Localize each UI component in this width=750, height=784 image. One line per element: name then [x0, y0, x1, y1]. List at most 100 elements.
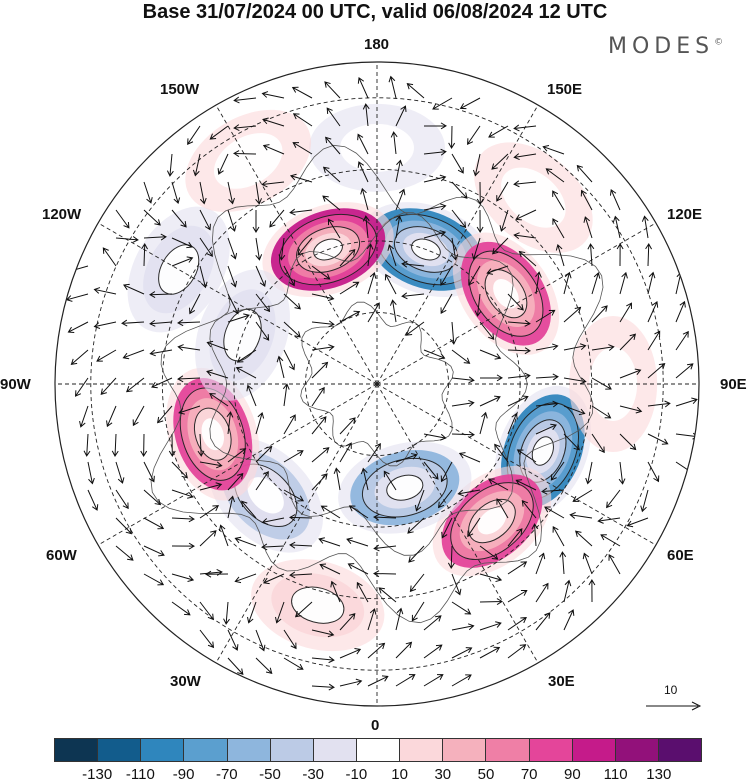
wind-arrow: [535, 343, 559, 351]
wind-arrow: [294, 601, 313, 618]
wind-arrow: [491, 153, 509, 170]
wind-arrow: [384, 273, 397, 295]
wind-arrow: [647, 271, 656, 295]
wind-arrow: [226, 411, 234, 435]
lon-label-120w: 120W: [42, 206, 82, 223]
wind-arrow: [241, 500, 257, 519]
wind-arrow: [171, 573, 195, 583]
wind-arrow: [471, 237, 481, 260]
wind-arrow: [255, 657, 273, 675]
colorbar-swatch: [486, 739, 530, 761]
wind-arrow: [292, 142, 313, 155]
lon-label-30w: 30W: [170, 673, 201, 690]
wind-arrow: [171, 209, 187, 228]
wind-arrow: [647, 461, 660, 483]
wind-arrow: [619, 368, 642, 379]
wind-arrow: [171, 256, 194, 267]
wind-arrow: [616, 243, 624, 267]
wind-arrow: [395, 215, 403, 239]
wind-arrow: [441, 517, 453, 539]
meridian-line: [376, 383, 539, 664]
wind-arrow: [209, 392, 229, 407]
colorbar-tick-label: 10: [391, 766, 408, 783]
wind-arrow: [234, 536, 257, 547]
wind-arrow: [612, 215, 621, 239]
wind-arrow: [283, 265, 296, 287]
wind-arrow: [423, 615, 442, 631]
wind-arrow: [276, 355, 285, 379]
vector-scale-arrow: [646, 701, 702, 711]
wind-arrow: [619, 333, 637, 351]
wind-arrow: [115, 545, 134, 561]
wind-arrow: [513, 232, 537, 240]
colorbar-swatch: [400, 739, 444, 761]
wind-arrow: [87, 461, 95, 485]
wind-arrow: [227, 209, 237, 232]
colorbar-tick-label: 70: [520, 766, 538, 783]
wind-arrow: [79, 405, 89, 428]
wind-arrow: [143, 573, 165, 586]
wind-arrow: [262, 144, 285, 155]
wind-arrow: [647, 433, 669, 445]
colorbar-tick-label: -130: [82, 766, 113, 783]
wind-arrow: [550, 461, 565, 481]
wind-arrow: [591, 377, 612, 390]
wind-arrow: [451, 237, 459, 261]
wind-arrow: [283, 657, 304, 670]
wind-arrow: [218, 524, 229, 547]
wind-arrow: [289, 571, 313, 579]
wind-arrow: [479, 349, 502, 360]
wind-arrow: [83, 433, 91, 457]
wind-arrow: [516, 449, 537, 463]
colorbar-tick-label: 30: [434, 766, 452, 783]
wind-arrow: [143, 461, 155, 483]
colorbar-tick-label: 50: [477, 766, 495, 783]
wind-arrow: [367, 608, 377, 631]
wind-arrow: [407, 517, 425, 534]
wind-arrow: [451, 573, 462, 596]
lon-label-0: 0: [371, 717, 380, 734]
wind-arrow: [115, 209, 130, 229]
colorbar-swatch: [55, 739, 99, 761]
wind-arrow: [563, 433, 580, 451]
wind-arrow: [233, 124, 257, 132]
colorbar-swatch: [227, 739, 271, 761]
colorbar-tick-label: 130: [646, 766, 672, 783]
wind-arrow: [423, 461, 439, 480]
wind-arrow: [348, 505, 369, 519]
positive-anomaly: [569, 316, 658, 452]
colorbar-tick-label: -50: [259, 766, 281, 783]
colorbar-swatch: [141, 739, 185, 761]
colorbar-swatch: [313, 739, 357, 761]
wind-arrow: [269, 209, 285, 228]
wind-arrow: [311, 683, 335, 691]
wind-arrow: [563, 343, 587, 351]
wind-arrow: [227, 472, 244, 491]
wind-arrow: [330, 580, 341, 603]
wind-arrow: [609, 188, 621, 211]
wind-arrow: [199, 482, 223, 491]
wind-arrow: [311, 416, 327, 435]
colorbar-swatch: [356, 739, 401, 761]
wind-arrow: [171, 542, 195, 550]
colorbar-swatch: [572, 739, 616, 761]
wind-arrow: [507, 617, 527, 631]
wind-arrow: [582, 552, 593, 575]
wind-arrow: [255, 265, 267, 288]
wind-arrow: [324, 81, 341, 99]
wind-arrow: [187, 125, 201, 146]
wind-arrow: [261, 91, 285, 99]
wind-arrow: [100, 377, 117, 396]
wind-arrow: [468, 265, 481, 286]
colorbar-swatch: [658, 739, 702, 761]
colorbar-tick-label: 90: [564, 766, 581, 783]
wind-arrow: [199, 601, 214, 621]
wind-arrow: [132, 405, 145, 427]
wind-arrow: [311, 386, 325, 407]
wind-arrow: [600, 534, 621, 547]
wind-arrow: [227, 181, 235, 205]
wind-arrow: [507, 528, 523, 547]
wind-arrow: [572, 489, 593, 502]
wind-arrow: [367, 442, 381, 463]
wind-arrow: [675, 330, 689, 351]
